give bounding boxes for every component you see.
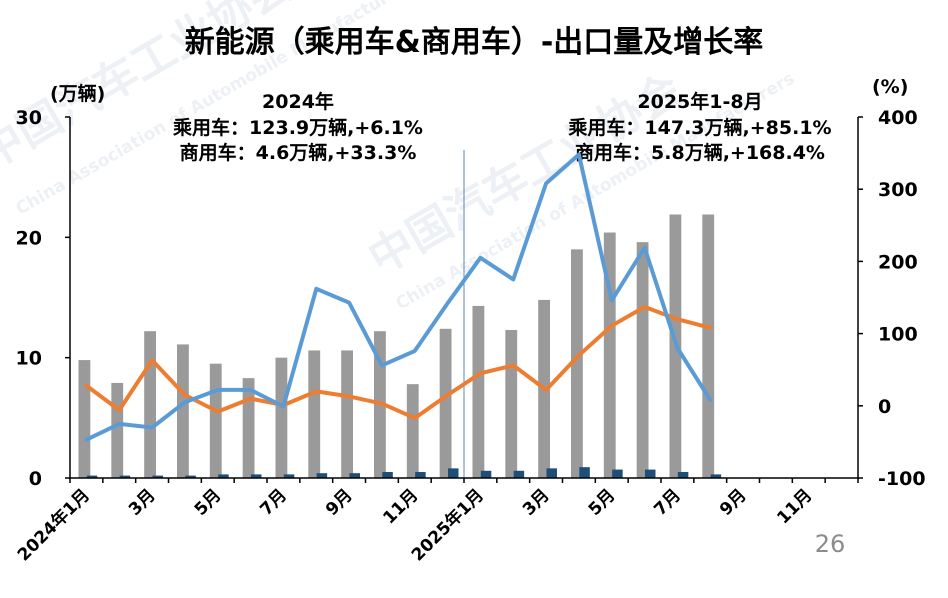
annotation-2024: 2024年 乘用车：123.9万辆,+6.1% 商用车：4.6万辆,+33.3% <box>172 90 423 164</box>
x-tick-label: 9月 <box>716 485 751 520</box>
bar-commercial-volume <box>546 468 557 478</box>
bar-passenger-volume <box>439 328 452 478</box>
bar-commercial-volume <box>349 473 360 478</box>
x-tick-label: 11月 <box>773 485 816 528</box>
x-tick-label: 7月 <box>256 485 291 520</box>
x-tick-label: 5月 <box>585 485 620 520</box>
bar-passenger-volume <box>275 357 288 478</box>
x-tick-label: 2024年1月 <box>13 485 94 566</box>
bar-commercial-volume <box>283 474 295 478</box>
bar-commercial-volume <box>152 475 163 478</box>
line-passenger-growth <box>84 304 713 421</box>
y-left-tick-label: 20 <box>16 227 42 249</box>
annotation-2025-commercial: 商用车：5.8万辆,+168.4% <box>575 141 825 164</box>
x-tick-label: 3月 <box>125 485 160 520</box>
x-tick-label: 5月 <box>191 485 226 520</box>
y-left-tick-label: 0 <box>29 468 42 490</box>
bar-commercial-volume <box>612 469 623 478</box>
y-right-tick-label: 200 <box>878 251 918 273</box>
annotation-2025-heading: 2025年1-8月 <box>637 90 762 113</box>
annotation-2024-heading: 2024年 <box>262 90 334 113</box>
y-right-tick-label: 100 <box>878 324 918 346</box>
bar-commercial-volume <box>119 475 131 478</box>
bar-commercial-volume <box>513 470 525 478</box>
bar-passenger-volume <box>308 350 321 478</box>
y-right-unit: (%) <box>872 76 908 98</box>
bar-passenger-volume <box>603 232 616 478</box>
annotation-2024-commercial: 商用车：4.6万辆,+33.3% <box>180 141 417 164</box>
line-commercial-growth <box>84 152 713 442</box>
page-number: 26 <box>815 530 846 558</box>
bar-commercial-volume <box>644 469 656 478</box>
bar-passenger-volume <box>472 305 485 478</box>
bar-passenger-volume <box>78 360 91 478</box>
bar-commercial-volume <box>250 474 262 478</box>
annotation-2025: 2025年1-8月 乘用车：147.3万辆,+85.1% 商用车：5.8万辆,+… <box>567 90 831 164</box>
x-tick-label: 3月 <box>519 485 554 520</box>
chart-title: 新能源（乘用车&商用车）-出口量及增长率 <box>185 25 764 60</box>
y-left-tick-label: 10 <box>16 348 42 370</box>
y-left-tick-label: 30 <box>16 107 42 129</box>
bar-commercial-volume <box>480 470 492 478</box>
y-left-unit: (万辆) <box>50 82 105 105</box>
annotation-2024-passenger: 乘用车：123.9万辆,+6.1% <box>172 116 423 139</box>
bar-passenger-volume <box>505 329 518 478</box>
bar-passenger-volume <box>636 242 649 478</box>
bar-commercial-volume <box>185 475 196 478</box>
bar-commercial-volume <box>218 474 229 478</box>
bar-commercial-volume <box>86 475 98 478</box>
bar-commercial-volume <box>447 468 459 478</box>
bar-commercial-volume <box>710 474 722 478</box>
bar-passenger-volume <box>341 350 353 478</box>
y-right-tick-label: 0 <box>878 396 891 418</box>
bar-passenger-volume <box>111 382 124 478</box>
bar-commercial-volume <box>677 471 689 478</box>
x-tick-label: 7月 <box>650 485 685 520</box>
bar-commercial-volume <box>382 471 393 478</box>
bar-commercial-volume <box>579 467 590 478</box>
bar-passenger-volume <box>406 384 419 478</box>
bar-passenger-volume <box>702 214 715 478</box>
bar-passenger-volume <box>209 363 222 478</box>
y-right-tick-label: -100 <box>878 468 926 490</box>
x-tick-label: 11月 <box>379 485 422 528</box>
y-right-tick-label: 400 <box>878 107 918 129</box>
bar-passenger-volume <box>177 344 189 478</box>
x-tick-label: 9月 <box>322 485 357 520</box>
bar-passenger-volume <box>144 331 156 478</box>
bar-commercial-volume <box>415 471 426 478</box>
plot-area: 0 10 20 30 -100 0 100 200 300 400 2024年1月 3月 5月 7月 9月 1… <box>13 107 925 565</box>
y-right-tick-label: 300 <box>878 179 918 201</box>
annotation-2025-passenger: 乘用车：147.3万辆,+85.1% <box>567 116 831 139</box>
bar-passenger-volume <box>571 249 583 478</box>
bar-commercial-volume <box>316 473 328 478</box>
bar-passenger-volume <box>242 378 255 478</box>
